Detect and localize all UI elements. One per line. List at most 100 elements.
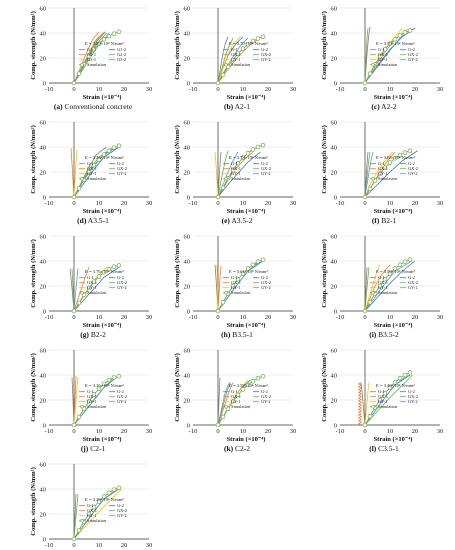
x-tick-label: 0 (216, 200, 219, 207)
legend-entry: GY-1 (87, 171, 97, 176)
simulation-marker (387, 385, 393, 390)
series-line-gx-2 (364, 151, 371, 198)
modulus-label: E = 3.59×10⁴ N/mm² (376, 269, 415, 274)
legend-entry: G-2 (408, 275, 415, 280)
simulation-marker (76, 414, 82, 420)
y-axis-label: Comp. strength (N/mm²) (30, 11, 37, 79)
simulation-marker (111, 31, 117, 36)
legend-entry: GX-1 (231, 52, 241, 57)
series-line-g-1 (71, 377, 75, 426)
simulation-marker (101, 270, 107, 275)
simulation-marker (220, 72, 226, 78)
legend-entry: G-1 (231, 161, 238, 166)
legend-marker (371, 177, 375, 181)
x-tick-label: -10 (336, 86, 345, 93)
modulus-label: E = 3.26×10⁴ N/mm² (85, 155, 124, 160)
x-axis-label: Strain (×10⁻⁴) (227, 208, 266, 215)
x-tick-label: 0 (72, 86, 75, 93)
panel-caption: (k) C2-2 (224, 444, 250, 453)
y-tick-label: 0 (187, 308, 190, 315)
legend-entry: G-1 (231, 275, 238, 280)
modulus-label: E = 3.40×10⁴ N/mm² (376, 383, 415, 388)
simulation-marker (220, 414, 226, 420)
series-line-gy-1 (73, 488, 122, 540)
legend-entry: GX-1 (378, 166, 388, 171)
legend-entry: GX-2 (408, 280, 418, 285)
simulation-marker (106, 490, 112, 496)
x-tick-label: -10 (189, 200, 198, 207)
series-line-gx-2 (364, 267, 370, 312)
simulation-marker (71, 536, 77, 542)
legend-entry: GX-2 (117, 166, 127, 171)
simulation-marker (91, 46, 97, 52)
y-tick-label: 40 (40, 30, 47, 37)
panel-caption: (g) B2-2 (80, 330, 106, 339)
y-tick-label: 40 (184, 144, 191, 151)
y-axis-label: Comp. strength (N/mm²) (30, 239, 37, 307)
simulation-marker (382, 390, 388, 396)
simulation-marker (96, 499, 102, 504)
legend-entry: GX-2 (408, 394, 418, 399)
x-tick-label: 20 (121, 542, 128, 549)
simulation-marker (245, 382, 251, 388)
modulus-label: E = 3.29×10⁴ N/mm² (85, 497, 124, 502)
y-tick-label: 0 (187, 422, 190, 429)
x-tick-label: 10 (240, 86, 247, 93)
y-tick-label: 60 (40, 5, 47, 12)
simulation-marker (101, 381, 107, 387)
legend-entry: G-1 (231, 47, 238, 52)
y-tick-label: 0 (334, 80, 337, 87)
simulation-marker (91, 504, 97, 510)
simulation-marker (116, 374, 122, 379)
x-tick-label: 0 (72, 542, 75, 549)
simulation-marker (240, 387, 246, 392)
simulation-marker (111, 375, 117, 380)
x-tick-label: 20 (412, 428, 419, 435)
x-tick-label: -10 (45, 200, 54, 207)
x-tick-label: 30 (146, 428, 153, 435)
x-tick-label: 10 (240, 428, 247, 435)
x-tick-label: 30 (290, 86, 297, 93)
legend-entry: GX-2 (261, 280, 271, 285)
simulation-marker (76, 527, 82, 533)
simulation-marker (407, 148, 413, 154)
legend-entry: G-2 (408, 47, 415, 52)
simulation-marker (377, 171, 383, 177)
x-tick-label: 10 (96, 200, 103, 207)
simulation-marker (215, 80, 221, 86)
x-axis-label: Strain (×10⁻⁴) (83, 322, 122, 329)
x-tick-label: 30 (146, 200, 153, 207)
simulation-marker (387, 160, 393, 165)
simulation-marker (362, 422, 368, 428)
simulation-marker (230, 57, 236, 63)
simulation-marker (397, 33, 403, 38)
y-tick-label: 20 (184, 283, 191, 290)
legend-marker (224, 62, 228, 67)
series-line-g-1 (217, 36, 229, 84)
x-tick-label: 10 (387, 86, 394, 93)
simulation-marker (377, 53, 383, 59)
simulation-marker (367, 300, 373, 305)
series-line-g-1 (217, 377, 221, 426)
series-line-gy-1 (216, 264, 219, 312)
legend-entry: G-1 (378, 47, 385, 52)
legend-entry: Simulation (231, 62, 251, 67)
y-tick-label: 60 (184, 5, 191, 12)
x-tick-label: 30 (290, 428, 297, 435)
series-line-simulation (364, 30, 411, 84)
panel-caption: (i) B3.5-2 (369, 330, 399, 339)
simulation-marker (91, 162, 97, 168)
x-tick-label: 0 (363, 428, 366, 435)
simulation-marker (402, 372, 408, 378)
simulation-marker (215, 194, 221, 200)
x-tick-label: 30 (437, 200, 444, 207)
series-line-gx-1 (357, 382, 363, 426)
x-tick-label: 30 (437, 314, 444, 321)
y-tick-label: 0 (43, 194, 46, 201)
simulation-marker (235, 161, 241, 166)
y-axis-label: Comp. strength (N/mm²) (174, 125, 181, 193)
